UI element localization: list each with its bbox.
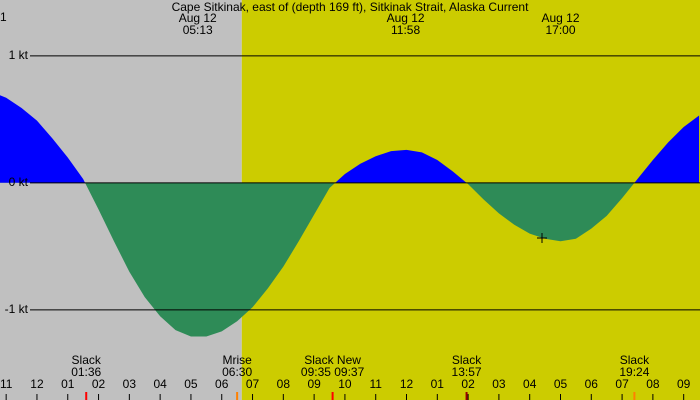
top-date: Aug 12 [387,11,425,25]
x-tick-label: 07 [246,377,260,391]
x-tick-label: 01 [61,377,75,391]
event-time: 01:36 [71,365,101,379]
x-tick-label: 02 [92,377,106,391]
event-time: 19:24 [619,365,649,379]
top-date: Aug 12 [179,11,217,25]
x-tick-label: 08 [646,377,660,391]
x-tick-label: 02 [461,377,475,391]
event-time: 13:57 [452,365,482,379]
event-label: Slack [452,353,482,367]
x-tick-label: 04 [523,377,537,391]
x-tick-label: 06 [585,377,599,391]
event-label: Slack [72,353,102,367]
x-tick-label: 01 [431,377,445,391]
top-time: 11:58 [391,23,420,37]
x-tick-label: 09 [677,377,691,391]
x-tick-label: 06 [215,377,229,391]
cursor [537,233,547,243]
x-tick-label: 04 [153,377,167,391]
x-tick-label: 05 [554,377,568,391]
y-tick-label: 0 kt [9,175,29,189]
chart-title: Cape Sitkinak, east of (depth 169 ft), S… [172,0,530,14]
top-time: 05:13 [183,23,213,37]
event-time: 09:35 09:37 [301,365,365,379]
event-time: 06:30 [222,365,252,379]
x-tick-label: 11 [0,377,13,391]
x-tick-label: 11 [369,377,382,391]
corner-label: 1 [0,10,7,24]
x-tick-label: 09 [307,377,321,391]
y-tick-label: -1 kt [5,302,29,316]
x-tick-label: 05 [184,377,198,391]
x-tick-label: 07 [615,377,629,391]
x-tick-label: 10 [338,377,352,391]
x-tick-label: 12 [400,377,414,391]
x-tick-label: 12 [30,377,44,391]
top-time: 17:00 [545,23,575,37]
x-tick-label: 03 [492,377,506,391]
x-tick-label: 08 [277,377,291,391]
y-tick-label: 1 kt [9,48,29,62]
event-label: Mrise [222,353,252,367]
ebb-area [85,182,635,337]
top-date: Aug 12 [541,11,579,25]
event-label: Slack [620,353,650,367]
event-label: Slack New [304,353,361,367]
flood-area [0,95,700,183]
x-tick-label: 03 [123,377,137,391]
